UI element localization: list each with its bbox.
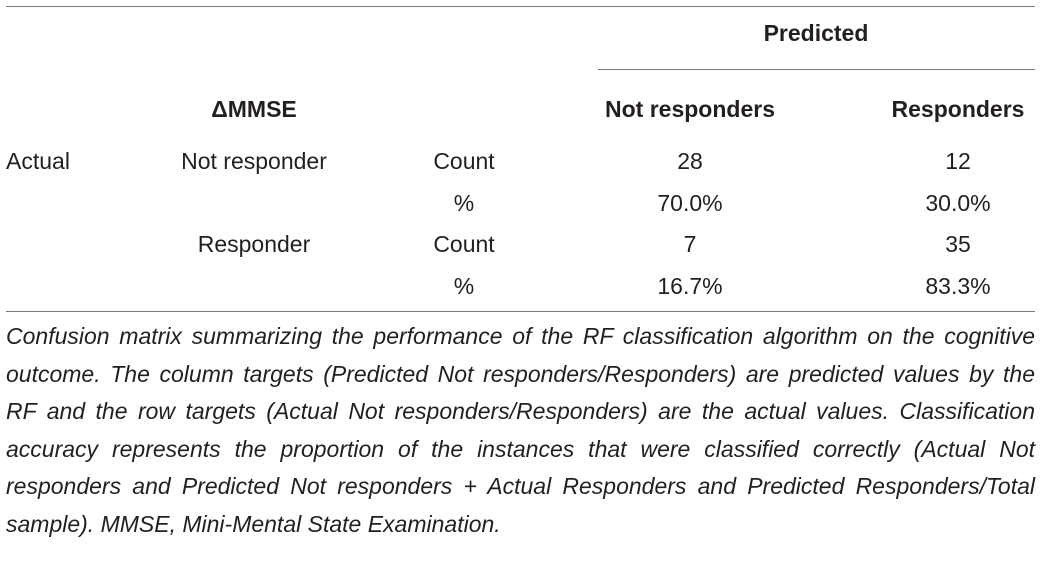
row-class-not-responder: Not responder: [181, 148, 327, 174]
row-measure-percent: %: [453, 190, 475, 216]
table-bottom-rule: [6, 311, 1035, 312]
column-header-not-responders: Not responders: [605, 96, 775, 122]
row-measure-count: Count: [433, 231, 495, 257]
predicted-group-rule: [598, 69, 1035, 70]
cell-value: 16.7%: [657, 273, 723, 299]
cell-value: 35: [945, 231, 971, 257]
mmse-header: ΔMMSE: [211, 96, 297, 122]
actual-label: Actual: [6, 148, 70, 174]
table-caption: Confusion matrix summarizing the perform…: [6, 323, 1035, 537]
cell-value: 28: [677, 148, 703, 174]
cell-value: 30.0%: [925, 190, 991, 216]
row-measure-percent: %: [453, 273, 475, 299]
row-class-responder: Responder: [197, 231, 311, 257]
table-top-rule: [6, 6, 1035, 7]
cell-value: 7: [683, 231, 697, 257]
row-measure-count: Count: [433, 148, 495, 174]
cell-value: 83.3%: [925, 273, 991, 299]
cell-value: 12: [945, 148, 971, 174]
predicted-group-header: Predicted: [763, 20, 869, 46]
column-header-responders: Responders: [891, 96, 1025, 122]
cell-value: 70.0%: [657, 190, 723, 216]
